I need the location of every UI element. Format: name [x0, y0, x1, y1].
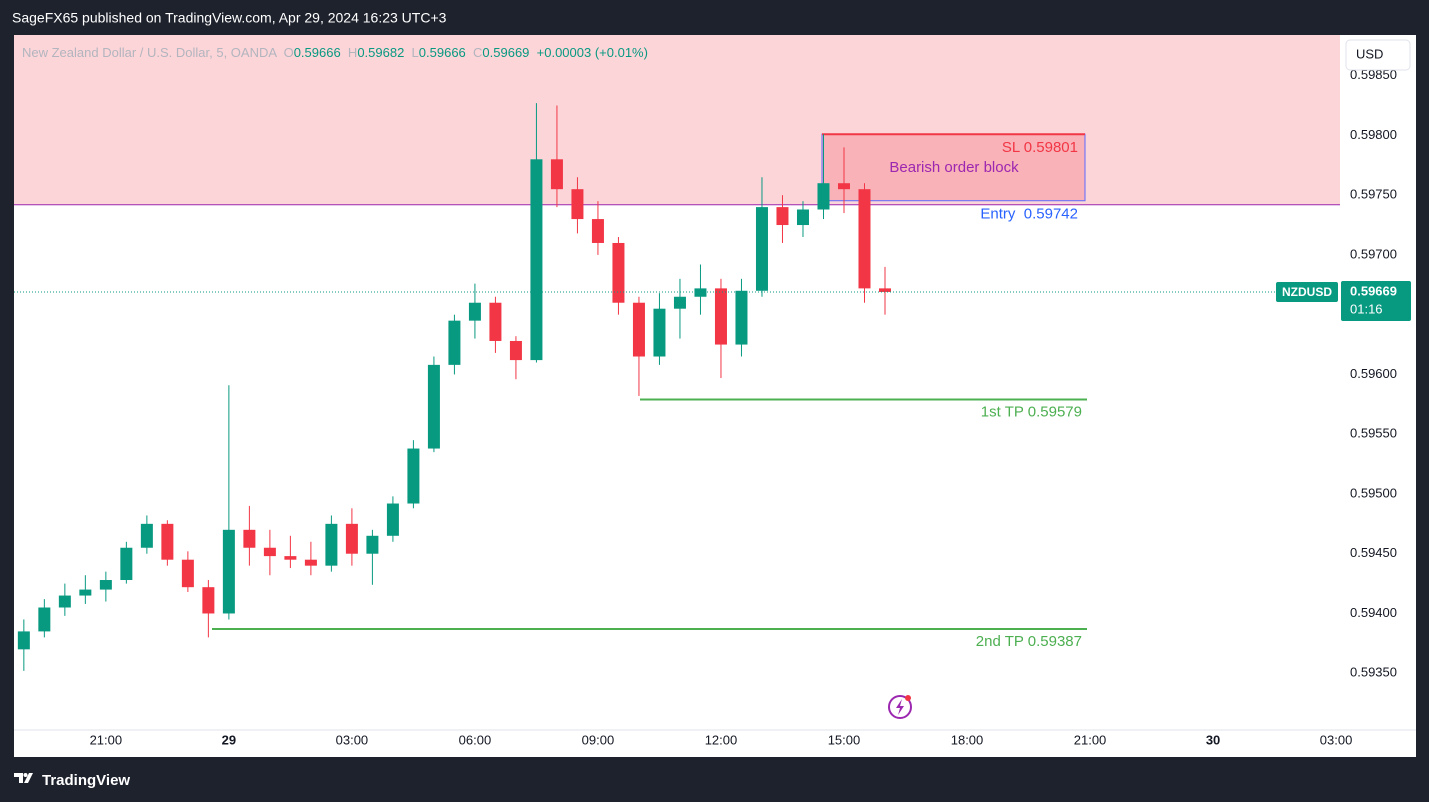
y-tick-label: 0.59500 — [1350, 485, 1397, 500]
legend-ohlc-value: 0.59666 — [419, 45, 466, 60]
legend-ohlc-value: 0.59682 — [357, 45, 404, 60]
overlay: SL 0.59801 Bearish order block Entry 0.597… — [22, 39, 1411, 719]
brand: TradingView — [42, 772, 130, 789]
entry-label: Entry 0.59742 — [980, 206, 1078, 223]
axes: 0.59350 0.59400 0.59450 0.59500 0.59550 0.596… — [90, 67, 1397, 747]
candle-body — [653, 308, 666, 357]
alert-icon — [888, 695, 912, 719]
legend-ohlc-label: H — [348, 45, 357, 60]
candle-body — [304, 559, 317, 566]
candle-body — [489, 302, 502, 341]
y-tick-label: 0.59600 — [1350, 366, 1397, 381]
last-price-label: 0.59669 — [1350, 283, 1397, 298]
x-tick-label: 29 — [222, 732, 236, 747]
candle-body — [202, 587, 215, 614]
plot-area — [14, 35, 1340, 671]
candle-body — [530, 159, 543, 361]
y-tick-label: 0.59800 — [1350, 127, 1397, 142]
tp-label: 1st TP 0.59579 — [981, 404, 1082, 421]
candle-body — [858, 189, 871, 289]
x-tick-label: 06:00 — [459, 732, 492, 747]
publish-info: SageFX65 published on TradingView.com, A… — [12, 10, 447, 26]
price-badge — [1341, 280, 1411, 321]
alert-dot — [905, 695, 911, 701]
candle-body — [58, 595, 71, 608]
candle-body — [284, 556, 297, 560]
candle-body — [735, 290, 748, 345]
x-tick-label: 12:00 — [705, 732, 738, 747]
alert-bolt — [896, 699, 904, 715]
countdown: 01:16 — [1350, 301, 1383, 316]
candle-body — [571, 189, 584, 220]
legend-change: +0.00003 (+0.01%) — [537, 45, 648, 60]
candle-body — [755, 207, 768, 291]
legend-ohlc-value: 0.59666 — [294, 45, 341, 60]
candle-body — [263, 547, 276, 557]
tv-logo — [14, 773, 33, 783]
y-tick-label: 0.59350 — [1350, 665, 1397, 680]
candle-body — [140, 523, 153, 548]
candle-body — [694, 288, 707, 297]
x-tick-label: 21:00 — [1074, 732, 1107, 747]
candle-body — [366, 535, 379, 554]
zone-label: Bearish order block — [889, 159, 1019, 176]
candle-body — [345, 523, 358, 554]
x-tick-label: 15:00 — [828, 732, 861, 747]
candle-body — [591, 219, 604, 243]
premium-zone — [14, 35, 1340, 205]
legend-ohlc-label: C — [473, 45, 482, 60]
candle-body — [448, 320, 461, 365]
candle-body — [325, 523, 338, 566]
x-tick-label: 09:00 — [582, 732, 615, 747]
candle-body — [796, 209, 809, 226]
candle-body — [427, 364, 440, 449]
candle-body — [99, 580, 112, 590]
candle-body — [817, 183, 830, 210]
currency-label[interactable]: USD — [1356, 46, 1383, 61]
candle-body — [632, 302, 645, 357]
x-tick-label: 03:00 — [336, 732, 369, 747]
candle-body — [386, 503, 399, 536]
candle-body — [837, 183, 850, 190]
candle-body — [181, 559, 194, 588]
y-tick-label: 0.59850 — [1350, 67, 1397, 82]
candle-body — [243, 529, 256, 548]
symbol-label: NZDUSD — [1282, 285, 1332, 299]
y-tick-label: 0.59400 — [1350, 605, 1397, 620]
currency-button[interactable] — [1345, 39, 1411, 71]
x-tick-label: 21:00 — [90, 732, 123, 747]
y-tick-label: 0.59450 — [1350, 545, 1397, 560]
symbol-badge — [1276, 281, 1338, 302]
candle-body — [161, 523, 174, 560]
legend-title: New Zealand Dollar / U.S. Dollar, 5, OAN… — [22, 45, 277, 60]
legend-ohlc-value: 0.59669 — [482, 45, 529, 60]
sl-label: SL 0.59801 — [1002, 139, 1078, 156]
candle-body — [878, 288, 891, 292]
legend: New Zealand Dollar / U.S. Dollar, 5, OAN… — [22, 45, 648, 60]
y-tick-label: 0.59700 — [1350, 246, 1397, 261]
candle-body — [509, 340, 522, 361]
tp-label: 2nd TP 0.59387 — [976, 633, 1082, 650]
candle-body — [79, 589, 92, 596]
candle-body — [468, 302, 481, 321]
candle-body — [38, 607, 51, 632]
candle-body — [120, 547, 133, 581]
candle-body — [714, 288, 727, 345]
candle-body — [673, 296, 686, 309]
candle-body — [222, 529, 235, 614]
x-tick-label: 30 — [1206, 732, 1220, 747]
candle-body — [407, 448, 420, 504]
y-tick-label: 0.59550 — [1350, 426, 1397, 441]
legend-ohlc-label: L — [412, 45, 419, 60]
candle-body — [17, 631, 30, 650]
legend-ohlc-label: O — [284, 45, 294, 60]
y-tick-label: 0.59750 — [1350, 187, 1397, 202]
candle-body — [612, 242, 625, 303]
x-tick-label: 03:00 — [1320, 732, 1353, 747]
x-tick-label: 18:00 — [951, 732, 984, 747]
candle-body — [550, 159, 563, 190]
candle-body — [776, 207, 789, 226]
